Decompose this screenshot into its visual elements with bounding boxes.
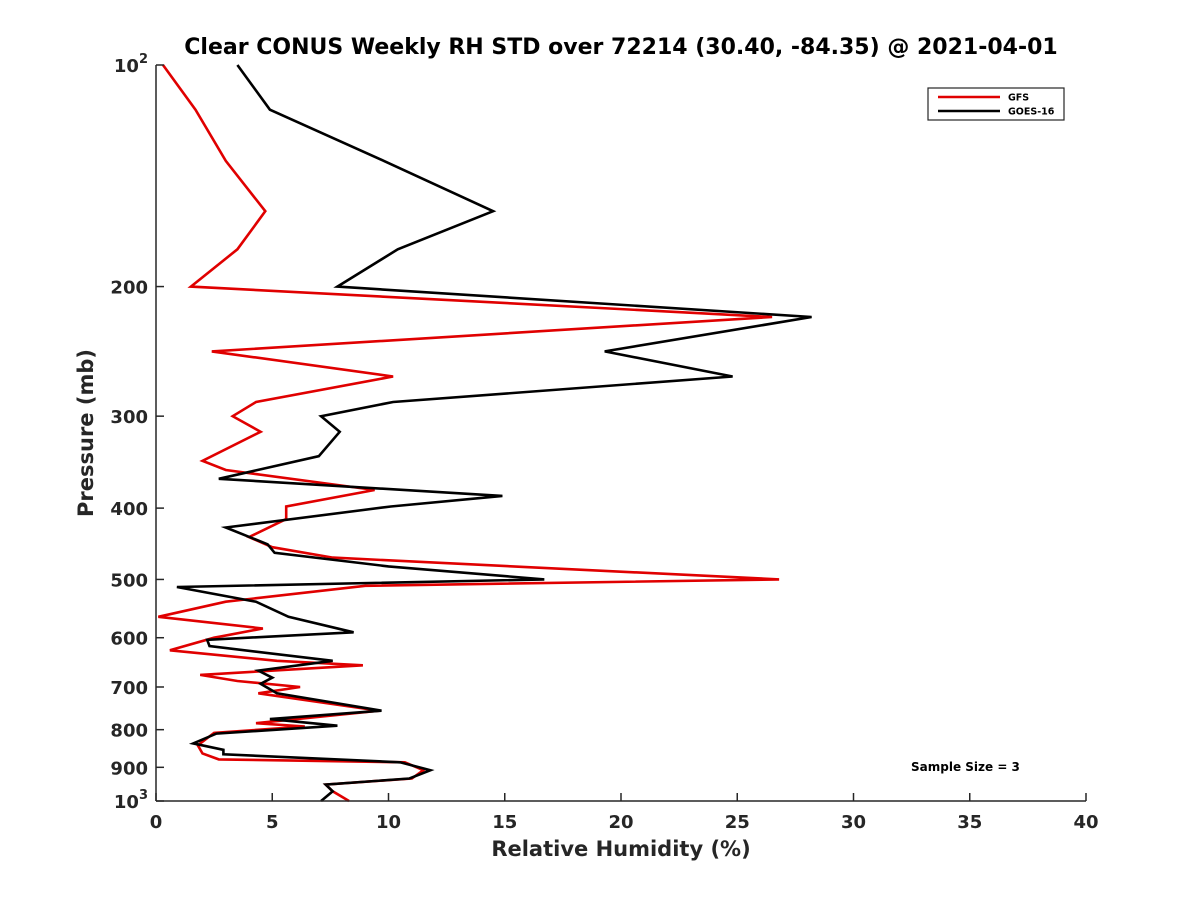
legend-label-gfs: GFS <box>1008 93 1029 104</box>
x-tick-label: 5 <box>266 812 279 833</box>
y-tick-label: 300 <box>110 407 148 428</box>
y-tick-label: 102 <box>114 52 148 77</box>
legend: GFS GOES-16 <box>927 87 1065 121</box>
y-axis-label: Pressure (mb) <box>74 349 98 517</box>
x-tick-label: 15 <box>492 812 517 833</box>
y-tick-label: 200 <box>110 278 148 299</box>
y-tick-label: 103 <box>114 788 148 813</box>
y-tick-label: 600 <box>110 629 148 650</box>
y-ticks: 102 200 300 400 500 600 700 800 900 103 <box>110 52 164 813</box>
x-tick-label: 30 <box>841 812 866 833</box>
x-tick-label: 25 <box>725 812 750 833</box>
y-tick-label: 700 <box>110 678 148 699</box>
x-tick-label: 35 <box>957 812 982 833</box>
chart-title: Clear CONUS Weekly RH STD over 72214 (30… <box>184 35 1057 60</box>
series-line-gfs <box>158 64 780 803</box>
y-tick-label: 900 <box>110 758 148 779</box>
x-tick-label: 20 <box>608 812 633 833</box>
x-axis-label: Relative Humidity (%) <box>491 837 750 861</box>
x-tick-label: 0 <box>150 812 163 833</box>
x-tick-label: 40 <box>1073 812 1098 833</box>
x-ticks: 0 5 10 15 20 25 30 35 40 <box>150 793 1099 833</box>
sample-size-annotation: Sample Size = 3 <box>911 760 1020 774</box>
legend-label-goes16: GOES-16 <box>1008 107 1055 118</box>
x-tick-label: 10 <box>376 812 401 833</box>
y-tick-label: 800 <box>110 721 148 742</box>
y-tick-label: 500 <box>110 570 148 591</box>
plot-area <box>158 64 812 803</box>
legend-box <box>927 87 1065 121</box>
series-line-goes16 <box>176 64 812 802</box>
y-tick-label: 400 <box>110 499 148 520</box>
